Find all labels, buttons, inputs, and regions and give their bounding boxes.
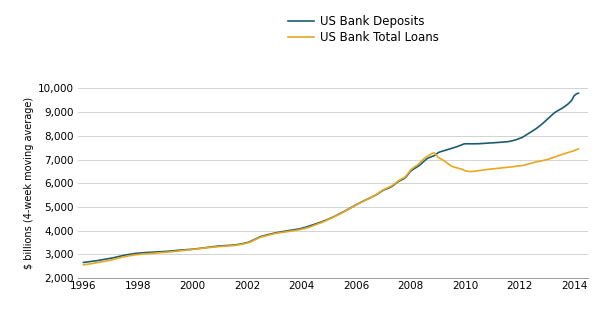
Legend: US Bank Deposits, US Bank Total Loans: US Bank Deposits, US Bank Total Loans xyxy=(288,15,439,44)
US Bank Deposits xyxy=(80,260,87,264)
US Bank Deposits xyxy=(371,194,379,198)
US Bank Deposits xyxy=(151,250,158,254)
US Bank Deposits xyxy=(368,195,375,199)
Y-axis label: $ billions (4-week moving average): $ billions (4-week moving average) xyxy=(23,97,34,269)
US Bank Total Loans xyxy=(452,166,460,170)
US Bank Total Loans xyxy=(454,166,461,170)
US Bank Deposits xyxy=(208,245,215,249)
US Bank Deposits xyxy=(452,145,460,149)
US Bank Total Loans xyxy=(151,251,158,255)
US Bank Total Loans xyxy=(80,263,87,267)
US Bank Deposits xyxy=(575,91,582,95)
US Bank Total Loans xyxy=(371,193,379,197)
Line: US Bank Deposits: US Bank Deposits xyxy=(83,93,578,262)
US Bank Total Loans xyxy=(208,245,215,249)
Line: US Bank Total Loans: US Bank Total Loans xyxy=(83,149,578,265)
US Bank Total Loans xyxy=(368,195,375,199)
US Bank Total Loans xyxy=(575,147,582,151)
US Bank Deposits xyxy=(454,145,461,149)
